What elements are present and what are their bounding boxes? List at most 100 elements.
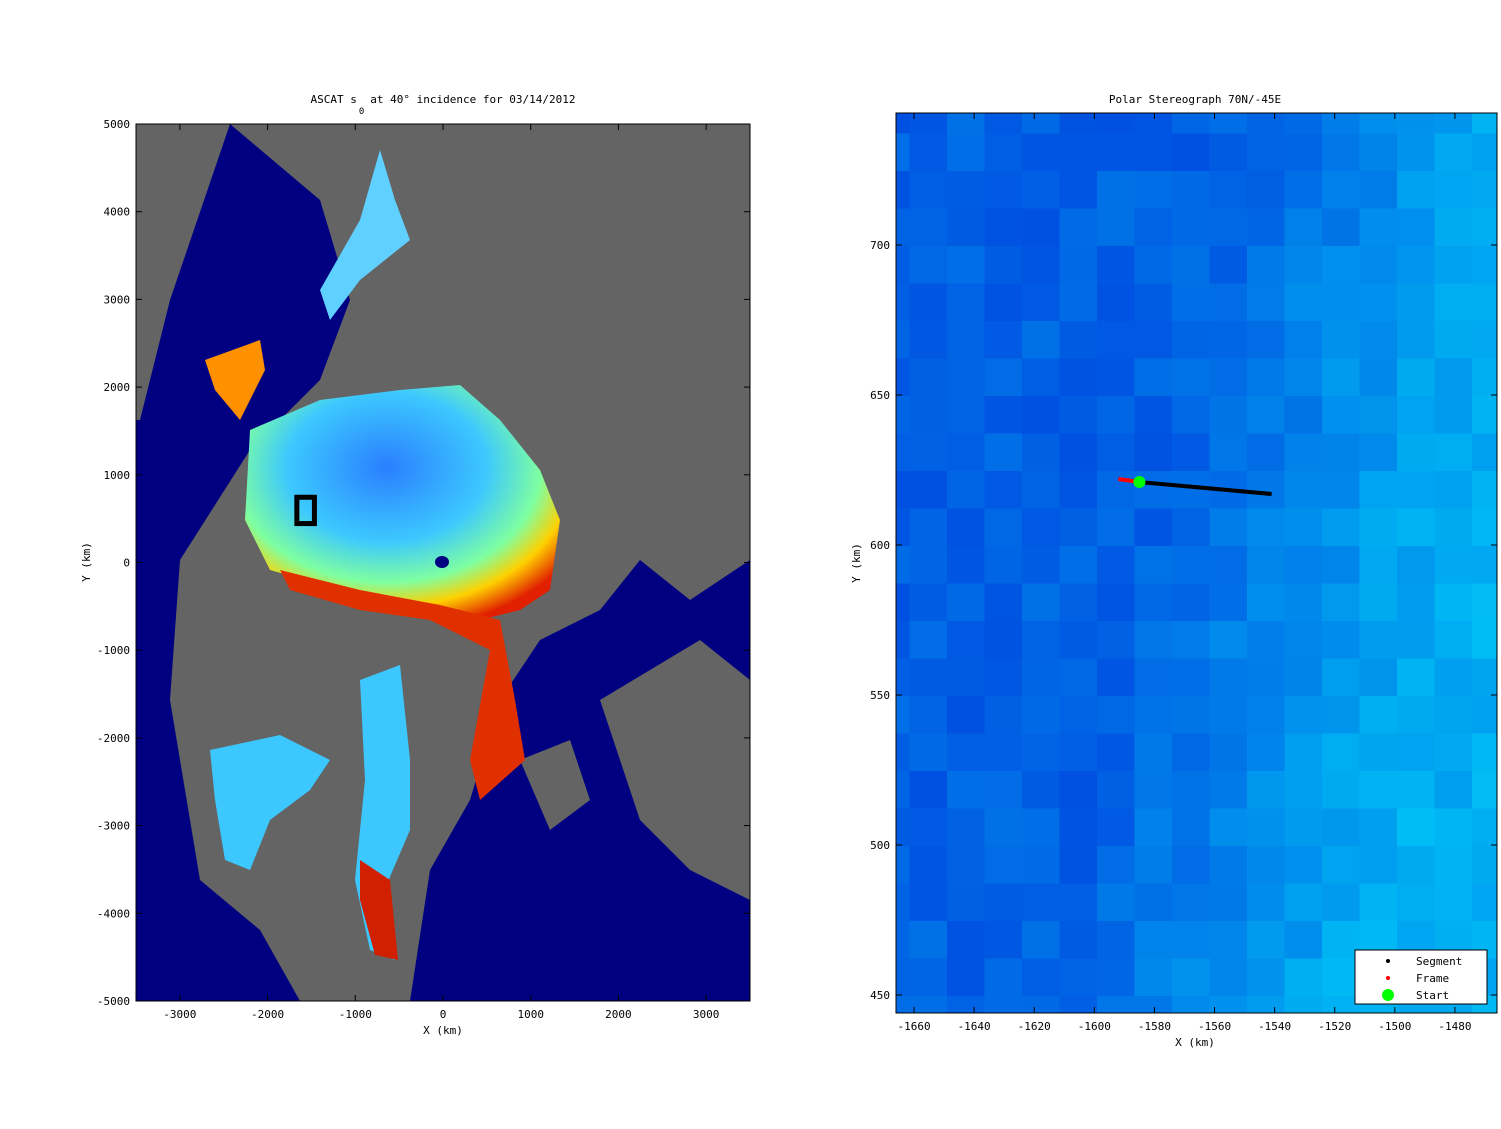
heatmap-cell [1472, 658, 1497, 697]
heatmap-cell [947, 133, 985, 172]
x-tick-label: -1580 [1138, 1020, 1171, 1033]
heatmap-cell [947, 433, 985, 472]
heatmap-cell [1434, 733, 1473, 772]
heatmap-cell [1059, 583, 1098, 622]
heatmap-cell [896, 508, 910, 547]
heatmap-cell [1172, 696, 1210, 734]
heatmap-cell [1359, 808, 1398, 847]
heatmap-cell [1472, 696, 1497, 734]
heatmap-cell [1284, 133, 1323, 172]
heatmap-cell [947, 696, 985, 734]
heatmap-cell [1247, 396, 1285, 434]
heatmap-cell [1434, 771, 1473, 809]
heatmap-cell [1172, 508, 1210, 547]
x-tick-label: 2000 [605, 1008, 632, 1021]
heatmap-cell [1247, 246, 1285, 284]
heatmap-cell [1322, 733, 1360, 772]
heatmap-cell [1359, 133, 1398, 172]
x-tick-label: -1600 [1078, 1020, 1111, 1033]
series-point [1133, 476, 1146, 488]
heatmap-cell [1284, 621, 1323, 659]
heatmap-cell [984, 996, 1023, 1013]
heatmap-cell [1209, 658, 1248, 697]
heatmap-cell [1472, 733, 1497, 772]
heatmap-cell [1322, 996, 1360, 1013]
heatmap-cell [1472, 508, 1497, 547]
heatmap-cell [1172, 958, 1210, 997]
heatmap-cell [1434, 546, 1473, 584]
heatmap-cell [1284, 208, 1323, 247]
heatmap-cell [909, 958, 948, 997]
heatmap-cell [1359, 583, 1398, 622]
heatmap-cell [1134, 321, 1173, 359]
heatmap-cell [1059, 883, 1098, 922]
heatmap-cell [1397, 733, 1435, 772]
heatmap-cell [1022, 996, 1060, 1013]
heatmap-cell [1022, 658, 1060, 697]
heatmap-cell [1397, 808, 1435, 847]
heatmap-cell [947, 246, 985, 284]
heatmap-cell [1247, 433, 1285, 472]
heatmap-cell [909, 358, 948, 397]
legend-box [1354, 949, 1488, 1005]
heatmap-cell [1322, 283, 1360, 322]
heatmap-cell [909, 621, 948, 659]
heatmap-cell [1022, 471, 1060, 509]
heatmap-cell [1434, 171, 1473, 209]
heatmap-cell [1434, 246, 1473, 284]
heatmap-cell [1134, 921, 1173, 959]
heatmap-cell [1134, 583, 1173, 622]
legend-marker [1386, 976, 1390, 980]
x-axis-label: X (km) [423, 1024, 463, 1037]
heatmap-cell [1434, 208, 1473, 247]
heatmap-cell [947, 508, 985, 547]
heatmap-cell [1172, 996, 1210, 1013]
heatmap-cell [1472, 433, 1497, 472]
heatmap-cell [1097, 358, 1135, 397]
heatmap-cell [1434, 396, 1473, 434]
heatmap-cell [896, 846, 910, 884]
heatmap-cell [1059, 133, 1098, 172]
heatmap-cell [1397, 508, 1435, 547]
heatmap-cell [1359, 113, 1398, 134]
heatmap-cell [984, 471, 1023, 509]
heatmap-cell [1434, 508, 1473, 547]
heatmap-cell [947, 321, 985, 359]
heatmap-cell [1134, 846, 1173, 884]
heatmap-cell [1322, 658, 1360, 697]
heatmap-cell [1022, 696, 1060, 734]
heatmap-cell [909, 733, 948, 772]
heatmap-cell [1322, 133, 1360, 172]
heatmap-cell [947, 471, 985, 509]
heatmap-cell [1434, 358, 1473, 397]
heatmap-cell [984, 508, 1023, 547]
heatmap-cell [909, 321, 948, 359]
title-suffix: at 40° incidence for 03/14/2012 [370, 93, 575, 106]
heatmap-cell [1172, 921, 1210, 959]
heatmap-cell [1434, 883, 1473, 922]
heatmap-cell [1172, 283, 1210, 322]
heatmap-cell [1209, 133, 1248, 172]
heatmap-cell [1472, 771, 1497, 809]
heatmap-cell [1247, 696, 1285, 734]
heatmap-cell [1172, 471, 1210, 509]
heatmap-cell [1209, 321, 1248, 359]
heatmap-cell [1284, 358, 1323, 397]
y-tick-label: 500 [870, 839, 890, 852]
heatmap-cell [896, 883, 910, 922]
x-tick-label: 3000 [693, 1008, 720, 1021]
heatmap-cell [1209, 921, 1248, 959]
heatmap-cell [1209, 283, 1248, 322]
heatmap-cell [1397, 846, 1435, 884]
heatmap-cell [1209, 996, 1248, 1013]
heatmap-cell [896, 133, 910, 172]
y-tick-label: 600 [870, 539, 890, 552]
heatmap-cell [1059, 208, 1098, 247]
heatmap-cell [1097, 621, 1135, 659]
x-tick-label: -1500 [1378, 1020, 1411, 1033]
heatmap-cell [984, 246, 1023, 284]
heatmap-cell [1134, 546, 1173, 584]
heatmap-cell [1284, 658, 1323, 697]
heatmap-cell [1134, 358, 1173, 397]
chart-title: Polar Stereograph 70N/-45E [1109, 93, 1281, 106]
